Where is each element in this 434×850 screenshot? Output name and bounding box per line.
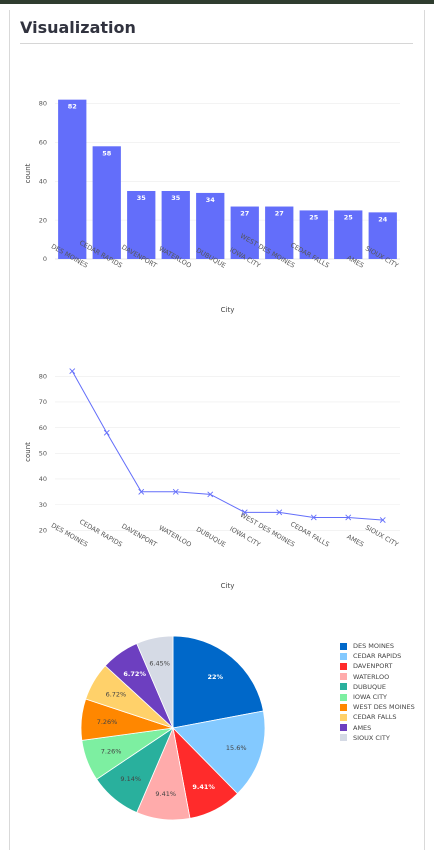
bar	[299, 210, 328, 259]
line-y-axis-title: count	[24, 442, 32, 462]
legend-label: DUBUQUE	[353, 682, 386, 691]
bar-x-axis-title: City	[221, 306, 235, 314]
bar	[265, 206, 294, 259]
line-point-marker	[276, 509, 283, 516]
bar-value-label: 34	[206, 196, 216, 204]
line-point-marker	[310, 514, 317, 521]
pie-slice-label: 7.26%	[97, 718, 118, 726]
bar-value-label: 27	[275, 210, 284, 218]
legend-swatch	[340, 652, 347, 660]
line-point-marker	[103, 429, 110, 436]
bar	[368, 212, 397, 259]
top-bar	[0, 0, 434, 4]
legend-item[interactable]: WATERLOO	[340, 672, 415, 682]
line-y-tick-label: 80	[39, 372, 47, 380]
line-x-axis-title: City	[221, 582, 235, 590]
pie-slice-label: 9.41%	[192, 783, 215, 791]
line-point-marker	[172, 488, 179, 495]
line-point-marker	[69, 368, 76, 375]
line-y-tick-label: 40	[39, 475, 47, 483]
legend-item[interactable]: DAVENPORT	[340, 661, 415, 671]
legend-label: CEDAR FALLS	[353, 713, 397, 722]
pie-slice-label: 9.41%	[155, 790, 176, 798]
bar	[92, 146, 121, 259]
legend-item[interactable]: SIOUX CITY	[340, 733, 415, 743]
line-point-marker	[345, 514, 352, 521]
legend-label: WATERLOO	[353, 672, 390, 681]
pie-slice-label: 7.26%	[101, 748, 122, 756]
legend-swatch	[340, 683, 347, 691]
pie-slice	[136, 635, 174, 729]
bar-y-tick-label: 20	[39, 216, 47, 224]
legend-label: IOWA CITY	[353, 693, 388, 702]
legend-swatch	[340, 662, 347, 670]
legend-swatch	[340, 713, 347, 721]
legend-item[interactable]: AMES	[340, 723, 415, 733]
line-point-marker	[138, 488, 145, 495]
section-title: Visualization	[20, 18, 136, 37]
legend-swatch	[340, 703, 347, 711]
bar-value-label: 82	[68, 103, 77, 111]
line-point-marker	[207, 491, 214, 498]
legend-label: DAVENPORT	[353, 662, 393, 671]
legend-swatch	[340, 734, 347, 742]
bar	[161, 190, 190, 259]
pie-slice-label: 6.45%	[149, 659, 170, 667]
legend-item[interactable]: DUBUQUE	[340, 682, 415, 692]
bar-value-label: 35	[171, 194, 181, 202]
line-y-tick-label: 30	[39, 501, 47, 509]
bar-y-tick-label: 40	[39, 177, 47, 185]
legend-item[interactable]: DES MOINES	[340, 641, 415, 651]
legend-label: WEST DES MOINES	[353, 703, 415, 712]
pie-slice-label: 6.72%	[106, 691, 127, 699]
bar-value-label: 27	[240, 210, 249, 218]
bar	[230, 206, 259, 259]
bar-value-label: 58	[102, 149, 112, 157]
bar-value-label: 25	[344, 213, 354, 221]
bar	[127, 190, 156, 259]
bar-value-label: 25	[309, 213, 319, 221]
bar-y-axis-title: count	[24, 163, 32, 183]
title-divider	[20, 43, 413, 44]
bar	[58, 99, 87, 259]
legend-label: DES MOINES	[353, 642, 395, 651]
line-y-tick-label: 60	[39, 424, 47, 432]
line-y-tick-label: 50	[39, 449, 47, 457]
legend-swatch	[340, 673, 347, 681]
pie-slice	[172, 635, 264, 729]
line-y-tick-label: 20	[39, 526, 47, 534]
bar-value-label: 35	[137, 194, 147, 202]
visualization-panel	[9, 10, 425, 850]
line-point-marker	[241, 509, 248, 516]
pie-slice-label: 6.72%	[123, 670, 146, 678]
legend-label: SIOUX CITY	[353, 733, 390, 742]
legend-label: CEDAR RAPIDS	[353, 652, 402, 661]
line-point-marker	[379, 517, 386, 523]
bar-y-tick-label: 0	[43, 255, 47, 263]
pie-slice-label: 9.14%	[120, 775, 141, 783]
legend-item[interactable]: WEST DES MOINES	[340, 702, 415, 712]
bar	[334, 210, 363, 259]
legend-swatch	[340, 724, 347, 732]
legend-swatch	[340, 693, 347, 701]
pie-slice-label: 15.6%	[226, 744, 247, 752]
legend-item[interactable]: IOWA CITY	[340, 692, 415, 702]
line-series	[71, 370, 383, 521]
bar	[196, 192, 225, 259]
bar-y-tick-label: 60	[39, 139, 47, 147]
legend-item[interactable]: CEDAR FALLS	[340, 712, 415, 722]
pie-legend: DES MOINES CEDAR RAPIDS DAVENPORT WATERLOO D…	[340, 641, 415, 743]
bar-y-tick-label: 80	[39, 100, 47, 108]
legend-item[interactable]: CEDAR RAPIDS	[340, 651, 415, 661]
line-y-tick-label: 70	[39, 398, 47, 406]
pie-slice	[172, 710, 266, 795]
legend-label: AMES	[353, 723, 372, 732]
pie-slice-label: 22%	[208, 673, 224, 681]
bar-value-label: 24	[378, 215, 388, 223]
legend-swatch	[340, 642, 347, 650]
